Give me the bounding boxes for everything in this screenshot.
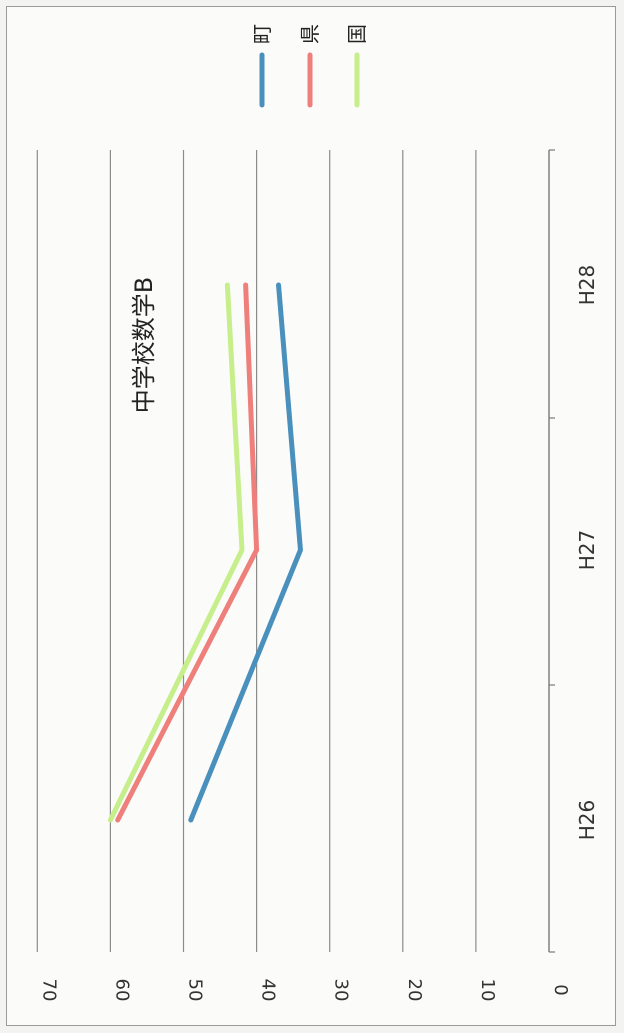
series-line <box>107 282 245 823</box>
y-tick-label: 0 <box>550 984 571 995</box>
y-tick-label: 50 <box>185 979 206 1002</box>
y-tick-label: 10 <box>477 979 498 1002</box>
chart-title: 中学校数学B <box>130 277 158 413</box>
series-lines <box>107 282 303 823</box>
x-category-label: H27 <box>575 530 599 571</box>
y-tick-label: 60 <box>111 979 132 1002</box>
y-tick-label: 70 <box>38 979 59 1002</box>
x-category-label: H28 <box>575 265 599 306</box>
x-category-labels: H26 H27 H28 <box>575 265 599 841</box>
legend-label: 県 <box>298 24 322 44</box>
y-tick-label: 30 <box>331 979 352 1002</box>
chart-frame <box>6 6 616 1026</box>
legend-label: 町 <box>250 24 274 44</box>
y-tick-label: 20 <box>404 979 425 1002</box>
axes <box>548 149 555 953</box>
y-tick-label: 40 <box>258 979 279 1002</box>
series-line <box>188 282 303 823</box>
legend-label: 国 <box>345 24 369 44</box>
y-tick-labels: 0 10 20 30 40 50 60 70 <box>38 979 571 1002</box>
x-category-label: H26 <box>575 800 599 841</box>
legend: 町県国 <box>250 24 369 108</box>
series-line <box>115 282 260 823</box>
